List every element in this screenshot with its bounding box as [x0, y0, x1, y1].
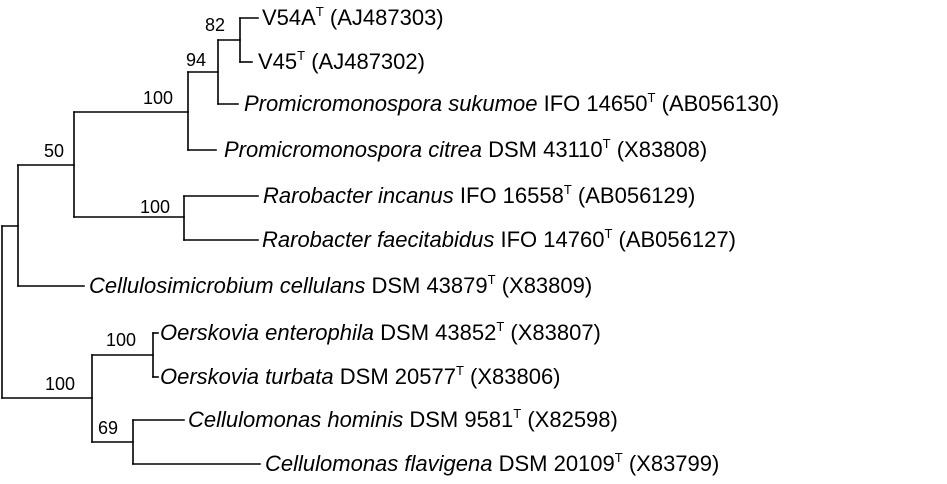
taxon-label: Rarobacter faecitabidus IFO 14760T (AB05…	[262, 226, 736, 252]
bootstrap-value: 100	[106, 330, 136, 350]
taxon-label: Cellulomonas hominis DSM 9581T (X82598)	[188, 406, 618, 432]
bootstrap-value: 100	[143, 88, 173, 108]
bootstrap-values: 82 94 100 50 100 100 100 69	[44, 15, 225, 438]
taxon-label: Promicromonospora citrea DSM 43110T (X83…	[224, 136, 707, 162]
taxon-label: Promicromonospora sukumoe IFO 14650T (AB…	[244, 90, 779, 116]
taxon-label: Cellulomonas flavigena DSM 20109T (X8379…	[265, 450, 719, 476]
taxon-label: Rarobacter incanus IFO 16558T (AB056129)	[263, 182, 695, 208]
bootstrap-value: 100	[140, 197, 170, 217]
taxon-label: V45T (AJ487302)	[258, 48, 425, 74]
taxon-label: Oerskovia enterophila DSM 43852T (X83807…	[160, 319, 601, 345]
taxon-label: Cellulosimicrobium cellulans DSM 43879T …	[89, 272, 592, 298]
bootstrap-value: 82	[205, 15, 225, 35]
taxon-label: Oerskovia turbata DSM 20577T (X83806)	[160, 363, 561, 389]
bootstrap-value: 100	[45, 374, 75, 394]
bootstrap-value: 69	[98, 418, 118, 438]
tree-branches	[1, 17, 261, 465]
bootstrap-value: 94	[186, 50, 206, 70]
bootstrap-value: 50	[44, 141, 64, 161]
taxon-labels: V54AT (AJ487303) V45T (AJ487302) Promicr…	[89, 4, 779, 476]
taxon-label: V54AT (AJ487303)	[262, 4, 444, 30]
